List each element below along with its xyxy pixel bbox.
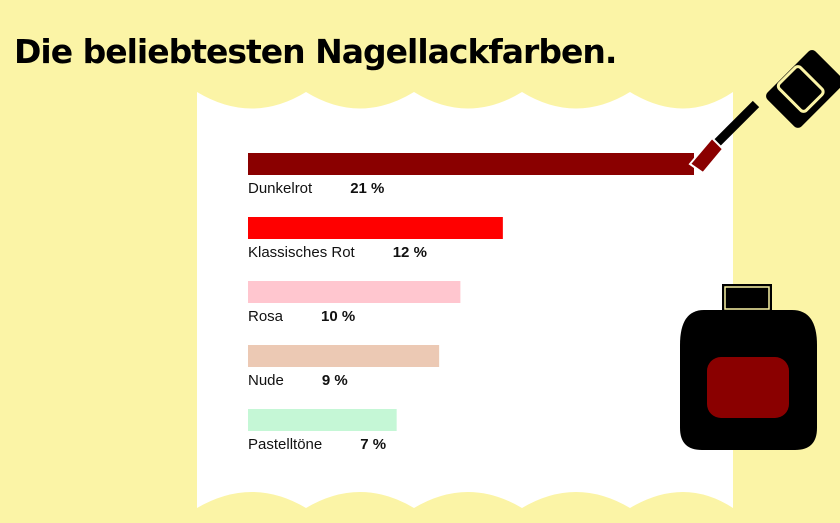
value-label: 12 % — [393, 244, 427, 261]
bar-1 — [248, 153, 694, 175]
category-label: Klassisches Rot — [248, 244, 356, 261]
bar-group: Dunkelrot 21 % Klassisches Rot 12 % Rosa 10 %… — [248, 153, 694, 453]
polish-brush-icon — [688, 50, 840, 175]
bar-2 — [248, 217, 503, 239]
value-label: 21 % — [350, 180, 384, 197]
category-label: Pastelltöne — [248, 436, 322, 453]
category-label: Dunkelrot — [248, 180, 313, 197]
value-label: 7 % — [360, 436, 386, 453]
bar-3 — [248, 281, 461, 303]
bar-4 — [248, 345, 440, 367]
value-label: 10 % — [321, 308, 355, 325]
value-label: 9 % — [322, 372, 348, 389]
bar-5 — [248, 409, 397, 431]
polish-bottle-icon — [680, 284, 817, 450]
category-label: Rosa — [248, 308, 284, 325]
chart-title: Die beliebtesten Nagellackfarben. — [14, 32, 617, 71]
paper-sheet — [197, 92, 733, 508]
category-label: Nude — [248, 372, 284, 389]
